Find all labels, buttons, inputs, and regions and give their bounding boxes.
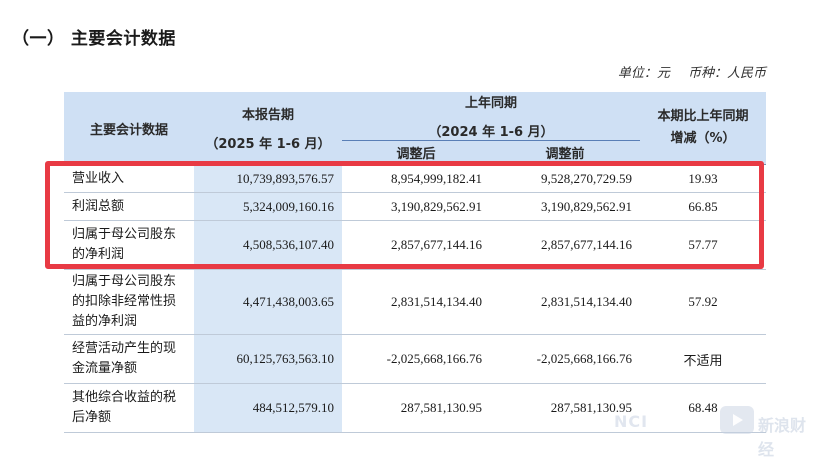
- cell-adjusted: 3,190,829,562.91: [342, 192, 490, 221]
- row-label: 其他综合收益的税后净额: [64, 383, 194, 433]
- table-row: 归属于母公司股东的净利润 4,508,536,107.40 2,857,677,…: [64, 220, 766, 270]
- cell-adjusted: 8,954,999,182.41: [342, 164, 490, 193]
- cell-before: 2,857,677,144.16: [490, 220, 640, 270]
- table-row: 利润总额 5,324,009,160.16 3,190,829,562.91 3…: [64, 192, 766, 221]
- watermark-name: 新浪财经: [758, 416, 807, 459]
- cell-current: 484,512,579.10: [194, 383, 342, 433]
- cell-before: 287,581,130.95: [490, 383, 640, 433]
- table-row: 归属于母公司股东的扣除非经常性损益的净利润 4,471,438,003.65 2…: [64, 269, 766, 335]
- cell-adjusted: 2,831,514,134.40: [342, 269, 490, 335]
- cell-before: 3,190,829,562.91: [490, 192, 640, 221]
- header-item: 主要会计数据: [64, 92, 194, 165]
- header-adjusted: 调整后: [342, 140, 490, 165]
- cell-change: 不适用: [640, 334, 766, 384]
- header-current-period-sub: （2025 年 1-6 月）: [205, 137, 331, 152]
- cell-adjusted: -2,025,668,166.76: [342, 334, 490, 384]
- cell-change: 66.85: [640, 192, 766, 221]
- cell-before: 9,528,270,729.59: [490, 164, 640, 193]
- cell-current: 10,739,893,576.57: [194, 164, 342, 193]
- cell-before: -2,025,668,166.76: [490, 334, 640, 384]
- cell-current: 4,508,536,107.40: [194, 220, 342, 270]
- header-before-adjustment: 调整前: [490, 140, 640, 165]
- row-label: 归属于母公司股东的扣除非经常性损益的净利润: [64, 269, 194, 335]
- unit-line: 单位：元 币种：人民币: [604, 62, 766, 81]
- table-row: 营业收入 10,739,893,576.57 8,954,999,182.41 …: [64, 164, 766, 193]
- cell-before: 2,831,514,134.40: [490, 269, 640, 335]
- cell-change: 57.77: [640, 220, 766, 270]
- cell-current: 5,324,009,160.16: [194, 192, 342, 221]
- cell-change: 57.92: [640, 269, 766, 335]
- play-logo-icon: [720, 406, 754, 434]
- cell-current: 60,125,763,563.10: [194, 334, 342, 384]
- cell-adjusted: 287,581,130.95: [342, 383, 490, 433]
- unit-label: 单位：元: [617, 66, 670, 81]
- watermark-brand: NCI: [614, 412, 649, 431]
- currency-label: 币种：人民币: [687, 66, 766, 81]
- row-label: 利润总额: [64, 192, 194, 221]
- row-label: 营业收入: [64, 164, 194, 193]
- header-current-period: 本报告期 （2025 年 1-6 月）: [194, 92, 342, 165]
- table-row: 其他综合收益的税后净额 484,512,579.10 287,581,130.9…: [64, 383, 766, 433]
- section-title: （一） 主要会计数据: [12, 29, 176, 49]
- cell-adjusted: 2,857,677,144.16: [342, 220, 490, 270]
- row-label: 归属于母公司股东的净利润: [64, 220, 194, 270]
- key-accounting-data-table: 主要会计数据 本报告期 （2025 年 1-6 月） 上年同期 （2024 年 …: [64, 92, 766, 433]
- header-prior-period: 上年同期 （2024 年 1-6 月）: [342, 92, 640, 141]
- row-label: 经营活动产生的现金流量净额: [64, 334, 194, 384]
- table-row: 经营活动产生的现金流量净额 60,125,763,563.10 -2,025,6…: [64, 334, 766, 384]
- cell-change: 19.93: [640, 164, 766, 193]
- header-prior-period-sub: （2024 年 1-6 月）: [428, 125, 554, 140]
- cell-current: 4,471,438,003.65: [194, 269, 342, 335]
- header-change: 本期比上年同期增减（%）: [640, 92, 766, 165]
